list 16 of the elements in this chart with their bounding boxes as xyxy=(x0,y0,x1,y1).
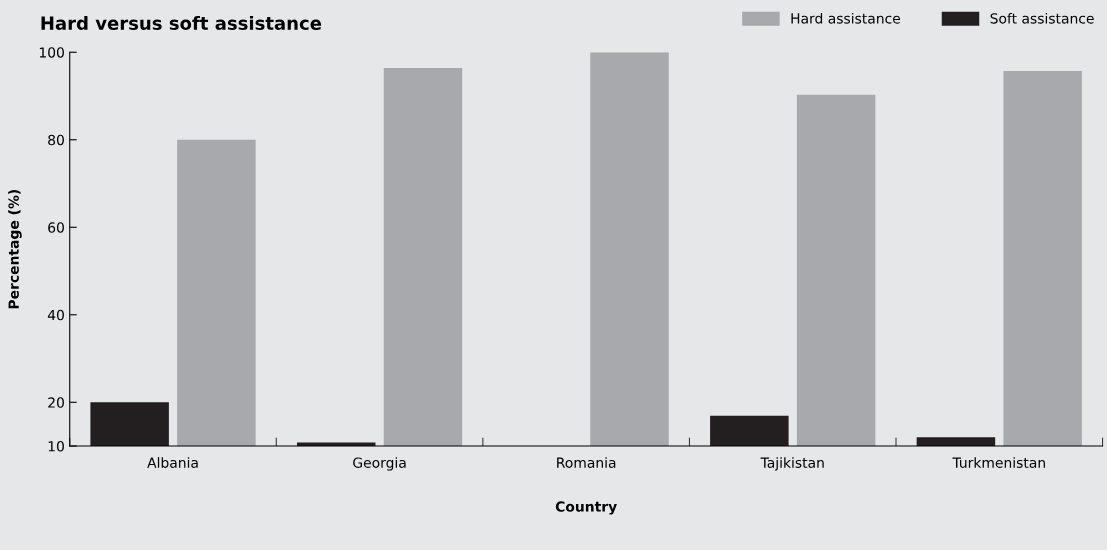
x-tick-label: Georgia xyxy=(353,457,406,471)
y-tick-label: 20 xyxy=(48,397,64,408)
x-tick-label: Albania xyxy=(147,457,198,468)
x-axis-title: Country xyxy=(555,501,617,515)
x-tick-label: Turkmenistan xyxy=(952,457,1045,468)
y-axis-title: Percentage (%) xyxy=(8,189,22,309)
x-tick-label: Romania xyxy=(557,457,616,468)
y-tick-label: 10 xyxy=(48,441,64,452)
y-tick-label: 100 xyxy=(39,47,64,58)
legend-label: Hard assistance xyxy=(791,12,901,24)
x-tick-label: Tajikistan xyxy=(760,457,824,471)
legend-label: Soft assistance xyxy=(990,12,1094,24)
y-tick-label: 40 xyxy=(47,309,64,321)
y-tick-label: 80 xyxy=(48,134,64,146)
y-tick-label: 60 xyxy=(48,222,64,233)
chart-title: Hard versus soft assistance xyxy=(41,16,322,30)
